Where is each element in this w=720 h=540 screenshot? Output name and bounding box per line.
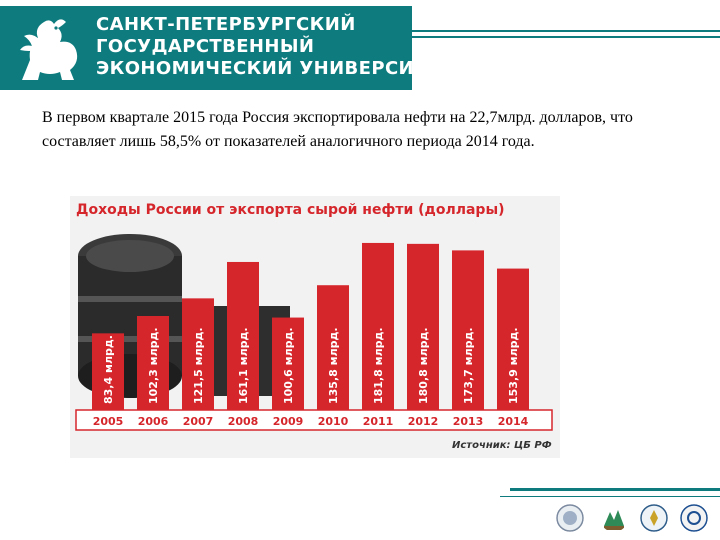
university-name-line-2: ГОСУДАРСТВЕННЫЙ [96, 36, 315, 57]
year-label: 2012 [408, 415, 439, 428]
bar-value-label: 100,6 млрд. [282, 327, 295, 404]
slide-header: САНКТ-ПЕТЕРБУРГСКИЙ ГОСУДАРСТВЕННЫЙ ЭКОН… [0, 0, 720, 92]
university-name: САНКТ-ПЕТЕРБУРГСКИЙ ГОСУДАРСТВЕННЫЙ ЭКОН… [96, 14, 452, 80]
bar-value-label: 173,7 млрд. [462, 327, 475, 404]
partner-badge-2-icon [604, 510, 624, 530]
year-label: 2011 [363, 415, 394, 428]
bar-2008 [227, 261, 259, 410]
year-label: 2009 [273, 415, 304, 428]
bar-2012 [407, 243, 439, 410]
griffin-logo-icon [20, 19, 78, 80]
partner-badge-3-icon [640, 504, 668, 532]
bar-2005 [92, 333, 124, 410]
bar-2009 [272, 317, 304, 410]
bar-value-label: 180,8 млрд. [417, 327, 430, 404]
bar-2013 [452, 250, 484, 410]
bar-2010 [317, 285, 349, 410]
year-strip [75, 409, 553, 431]
year-label: 2013 [453, 415, 484, 428]
bar-value-label: 121,5 млрд. [192, 327, 205, 404]
bar-value-label: 135,8 млрд. [327, 327, 340, 404]
intro-paragraph: В первом квартале 2015 года Россия экспо… [42, 109, 633, 150]
footer-line-thin [500, 496, 720, 497]
footer-line [510, 488, 720, 491]
bar-value-label: 153,9 млрд. [507, 327, 520, 404]
bar-2006 [137, 315, 169, 410]
partner-badge-1-icon [556, 504, 584, 532]
chart-source: Источник: ЦБ РФ [452, 440, 552, 451]
year-label: 2014 [498, 415, 529, 428]
bar-value-label: 102,3 млрд. [147, 327, 160, 404]
year-label: 2008 [228, 415, 259, 428]
university-name-line-1: САНКТ-ПЕТЕРБУРГСКИЙ [96, 14, 356, 35]
year-label: 2005 [93, 415, 124, 428]
bar-value-label: 161,1 млрд. [237, 327, 250, 404]
partner-badge-4-icon [680, 504, 708, 532]
year-label: 2007 [183, 415, 214, 428]
oil-export-chart: 83,4 млрд. 2005 102,3 млрд. 2006 121,5 млрд.… [70, 196, 560, 458]
bar-value-label: 181,8 млрд. [372, 327, 385, 404]
university-name-line-3: ЭКОНОМИЧЕСКИЙ УНИВЕРСИТЕТ [96, 58, 453, 79]
bar-2007 [182, 298, 214, 410]
bar-2014 [497, 268, 529, 410]
chart-title: Доходы России от экспорта сырой нефти (д… [76, 202, 505, 218]
bar-2011 [362, 242, 394, 410]
bar-value-label: 83,4 млрд. [102, 335, 115, 404]
year-label: 2010 [318, 415, 349, 428]
header-stripes [330, 30, 720, 38]
year-label: 2006 [138, 415, 169, 428]
